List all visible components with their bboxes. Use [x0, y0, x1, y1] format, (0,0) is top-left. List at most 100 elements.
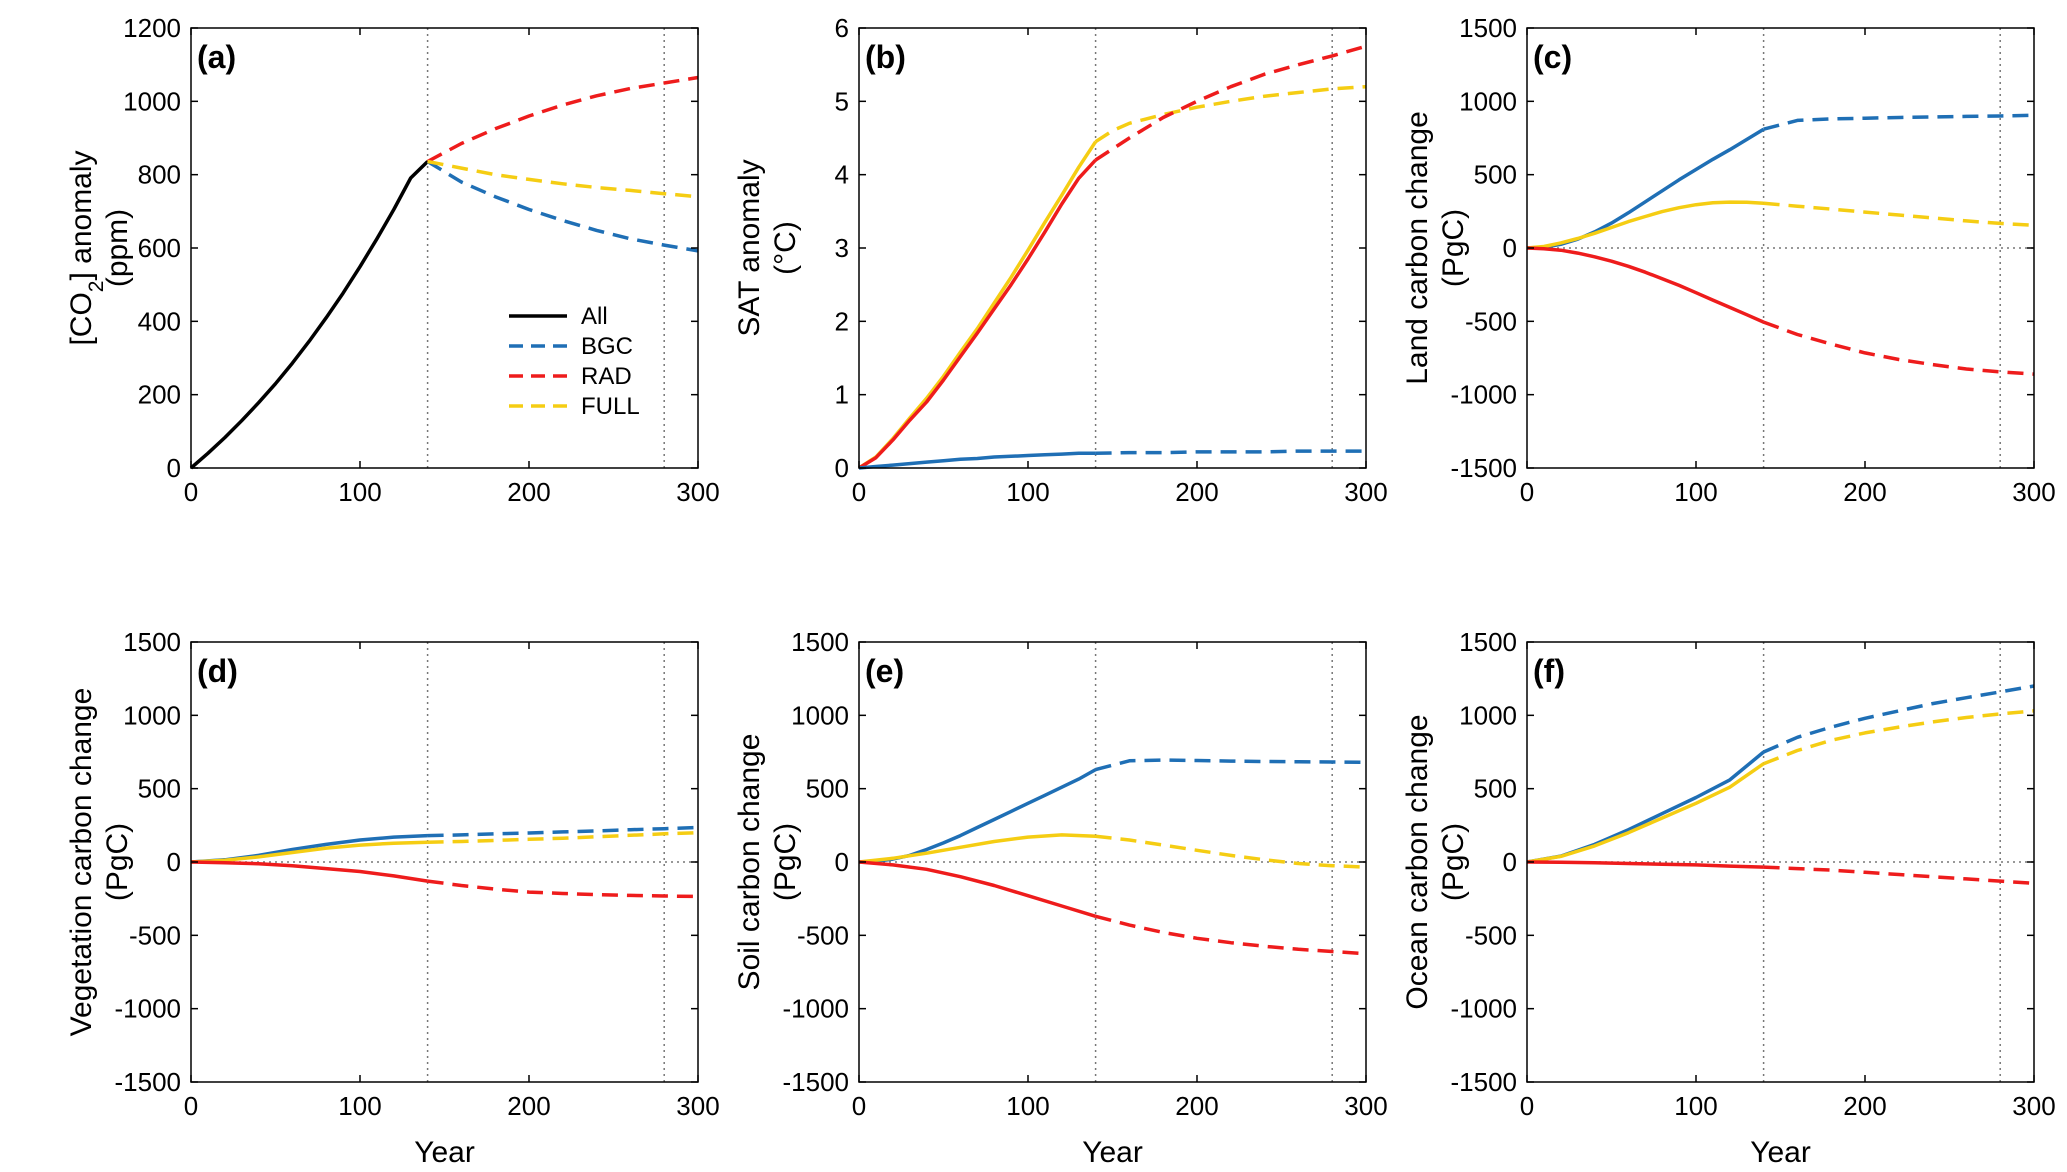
series-line-full-solid — [1526, 762, 1765, 864]
y-tick-label: -1000 — [115, 994, 182, 1024]
x-tick-label: 0 — [852, 1091, 866, 1121]
legend: All BGC RAD FULL — [509, 303, 640, 420]
series-line-bgc-solid — [858, 451, 1096, 470]
legend-label: RAD — [581, 363, 632, 390]
x-tick-label: 300 — [1344, 477, 1387, 507]
series-line-bgc-solid — [1526, 127, 1765, 250]
x-tick-label: 0 — [852, 477, 866, 507]
y-tick-label: 1 — [835, 380, 849, 410]
series-line-full-solid — [858, 833, 1096, 864]
legend-label: FULL — [581, 393, 640, 420]
x-tick-label: 200 — [1175, 1091, 1218, 1121]
y-tick-label: -1000 — [1451, 380, 1518, 410]
y-tick-label: 0 — [835, 847, 849, 877]
y-tick-label: 800 — [138, 160, 181, 190]
y-tick-label: -1500 — [115, 1067, 182, 1097]
y-axis-label: (PgC) — [101, 823, 134, 901]
y-axis-label: (PgC) — [1437, 209, 1470, 287]
x-tick-label: 300 — [1344, 1091, 1387, 1121]
y-tick-label: 2 — [835, 306, 849, 336]
y-tick-label: 6 — [835, 13, 849, 43]
x-tick-label: 200 — [507, 477, 550, 507]
y-axis-label: (°C) — [769, 221, 802, 275]
y-tick-label: -1500 — [1451, 1067, 1518, 1097]
y-axis-label: Soil carbon change — [733, 734, 766, 991]
panel-label: (a) — [197, 39, 236, 75]
panel-label: (d) — [197, 653, 238, 689]
series-line-bgc-dashed — [1763, 113, 2035, 131]
series-line-full-dashed — [1094, 84, 1367, 144]
x-tick-label: 200 — [507, 1091, 550, 1121]
series-line-rad-dashed — [1094, 44, 1367, 162]
y-axis-label: Land carbon change — [1401, 111, 1434, 385]
x-tick-label: 100 — [1006, 477, 1049, 507]
y-axis-label: Ocean carbon change — [1401, 714, 1434, 1009]
y-tick-label: -1500 — [1451, 453, 1518, 483]
series-line-bgc-dashed — [1095, 449, 1366, 456]
y-tick-label: 0 — [1503, 847, 1517, 877]
y-axis-label: SAT anomaly — [733, 159, 766, 336]
panel-label: (c) — [1533, 39, 1572, 75]
panel-label: (f) — [1533, 653, 1565, 689]
y-tick-label: 3 — [835, 233, 849, 263]
series-line-bgc-dashed — [1095, 758, 1367, 772]
x-tick-label: 300 — [2012, 477, 2055, 507]
y-tick-label: 200 — [138, 380, 181, 410]
y-tick-label: 1500 — [123, 627, 181, 657]
y-tick-label: 500 — [138, 774, 181, 804]
y-tick-label: -1500 — [783, 1067, 850, 1097]
series-line-rad-solid — [858, 860, 1097, 918]
y-tick-label: 0 — [835, 453, 849, 483]
series-line-rad-dashed — [1762, 320, 2035, 376]
series-line-bgc-solid — [858, 768, 1097, 864]
x-tick-label: 100 — [338, 477, 381, 507]
x-tick-label: 0 — [1520, 477, 1534, 507]
y-tick-label: 0 — [1503, 233, 1517, 263]
y-tick-label: -500 — [797, 920, 849, 950]
series-line-full-dashed — [427, 830, 699, 844]
panel-b: 0 100 200 300 0 1 2 3 4 5 6 (b) SAT anomaly (°C) — [733, 13, 1388, 507]
x-tick-label: 0 — [184, 477, 198, 507]
x-tick-label: 300 — [2012, 1091, 2055, 1121]
y-tick-label: -500 — [129, 920, 181, 950]
y-axis-label: (ppm) — [101, 209, 134, 287]
series-line-rad-dashed — [1095, 914, 1367, 956]
y-tick-label: 1200 — [123, 13, 181, 43]
x-tick-label: 300 — [676, 477, 719, 507]
panel-c: 0 100 200 300 -1500 -1000 -500 0 500 1000 1500 (c) L… — [1401, 13, 2056, 507]
y-tick-label: 400 — [138, 306, 181, 336]
y-axis-label: Vegetation carbon change — [65, 688, 98, 1037]
y-tick-label: 1000 — [791, 700, 849, 730]
x-axis-label: Year — [1750, 1136, 1811, 1169]
y-tick-label: 1500 — [1459, 627, 1517, 657]
series-line-rad-solid — [190, 860, 428, 883]
y-tick-label: -500 — [1465, 920, 1517, 950]
y-tick-label: 1000 — [123, 700, 181, 730]
y-tick-label: -1000 — [1451, 994, 1518, 1024]
series-line-rad-dashed — [426, 75, 699, 164]
x-tick-label: 100 — [1674, 477, 1717, 507]
series-line-rad-solid — [858, 158, 1097, 470]
series-line-rad-dashed — [427, 879, 699, 899]
series-line-bgc-solid — [1526, 750, 1765, 864]
x-tick-label: 100 — [338, 1091, 381, 1121]
x-tick-label: 0 — [1520, 1091, 1534, 1121]
panel-f: 0 100 200 300 -1500 -1000 -500 0 500 1000 1500 (f) O… — [1401, 627, 2056, 1169]
series-line-rad-dashed — [1763, 865, 2035, 886]
x-axis-label: Year — [414, 1136, 475, 1169]
y-tick-label: 1000 — [123, 86, 181, 116]
series-line-full-dashed — [1763, 201, 2035, 228]
series-line-rad-solid — [1526, 860, 1764, 869]
y-tick-label: 1000 — [1459, 700, 1517, 730]
x-tick-label: 0 — [184, 1091, 198, 1121]
series-line-full-solid — [1526, 200, 1764, 250]
series-line-bgc-dashed — [1762, 684, 2035, 754]
series-line-rad-solid — [1526, 246, 1765, 324]
y-tick-label: 4 — [835, 160, 849, 190]
y-tick-label: 500 — [1474, 774, 1517, 804]
y-tick-label: 0 — [167, 847, 181, 877]
y-tick-label: 600 — [138, 233, 181, 263]
panel-label: (e) — [865, 653, 904, 689]
panel-label: (b) — [865, 39, 906, 75]
x-tick-label: 200 — [1175, 477, 1218, 507]
